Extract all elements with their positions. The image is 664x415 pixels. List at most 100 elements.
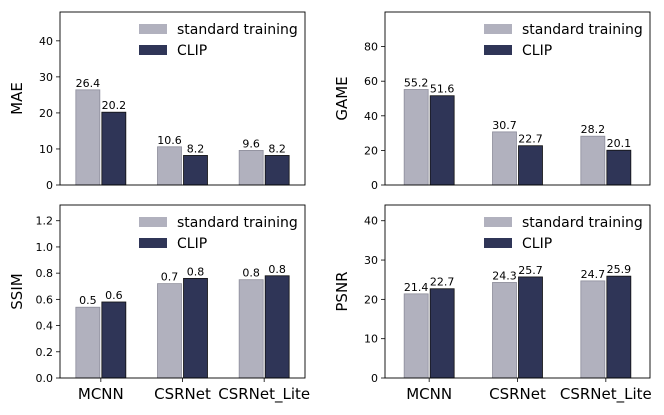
y-tick-label: 10 bbox=[364, 333, 378, 346]
chart-panel-mae: 0 10 20 30 40 MAE 26.420.2 10.6 8.2 9.6 8.2 standar… bbox=[8, 11, 306, 192]
bar-value-label: 51.6 bbox=[430, 83, 455, 96]
bar-value-label: 24.3 bbox=[492, 269, 517, 282]
legend-swatch-clip bbox=[139, 45, 167, 55]
plot-frame bbox=[384, 11, 651, 186]
bar-value-label: 22.7 bbox=[518, 133, 543, 146]
legend-swatch-standard bbox=[484, 24, 512, 34]
bar-value-label: 21.4 bbox=[404, 281, 429, 294]
bar-standard-csrnet bbox=[157, 146, 182, 186]
bar-standard-csrnet_lite bbox=[580, 135, 606, 186]
y-tick-label: 40 bbox=[39, 35, 53, 48]
bar-value-label: 28.2 bbox=[581, 123, 606, 136]
y-tick-label: 40 bbox=[364, 110, 378, 123]
y-tick-label: 80 bbox=[364, 41, 378, 54]
y-tick-label: 1.0 bbox=[36, 241, 54, 254]
legend-label: CLIP bbox=[177, 43, 207, 59]
x-category-label: CSRNet_Lite bbox=[218, 385, 310, 404]
y-axis-label: SSIM bbox=[8, 273, 26, 309]
bar-value-label: 0.8 bbox=[242, 267, 260, 280]
legend-label: standard training bbox=[522, 215, 643, 231]
bar-value-label: 0.7 bbox=[161, 271, 179, 284]
bar-clip-csrnet bbox=[183, 277, 208, 379]
y-tick-label: 10 bbox=[39, 143, 53, 156]
chart-panel-ssim: 0.0 0.2 0.4 0.6 0.8 1.0 1.2 SSIM 0.5 0.6 MCNN 0.7 0.… bbox=[8, 204, 310, 404]
bar-clip-csrnet_lite bbox=[264, 275, 290, 379]
bar-standard-mcnn bbox=[403, 293, 429, 379]
legend-swatch-standard bbox=[139, 24, 167, 34]
bar-clip-mcnn bbox=[101, 111, 127, 186]
bar-value-label: 22.7 bbox=[430, 276, 455, 289]
legend-swatch-standard bbox=[139, 217, 167, 227]
y-tick-label: 0 bbox=[371, 179, 378, 192]
bar-clip-csrnet bbox=[518, 276, 543, 379]
bar-standard-csrnet bbox=[492, 131, 517, 186]
bar-value-label: 8.2 bbox=[187, 142, 205, 155]
legend-swatch-clip bbox=[139, 238, 167, 248]
bar-value-label: 0.8 bbox=[268, 263, 286, 276]
y-tick-label: 20 bbox=[364, 144, 378, 157]
bar-value-label: 25.7 bbox=[518, 264, 543, 277]
plot-frame bbox=[59, 11, 306, 186]
x-category-label: CSRNet bbox=[154, 385, 211, 403]
y-axis-label: PSNR bbox=[333, 271, 351, 311]
bar-clip-csrnet_lite bbox=[606, 149, 632, 186]
bar-clip-csrnet bbox=[518, 145, 543, 186]
y-tick-label: 60 bbox=[364, 75, 378, 88]
bar-standard-csrnet bbox=[157, 283, 182, 379]
plot-frame bbox=[384, 204, 651, 379]
bar-value-label: 25.9 bbox=[607, 263, 632, 276]
bar-value-label: 0.8 bbox=[187, 265, 205, 278]
y-tick-label: 0.4 bbox=[36, 320, 54, 333]
bar-value-label: 30.7 bbox=[492, 119, 517, 132]
legend-label: CLIP bbox=[522, 43, 552, 59]
y-tick-label: 20 bbox=[39, 107, 53, 120]
x-category-label: MCNN bbox=[406, 385, 452, 403]
bar-value-label: 26.4 bbox=[76, 77, 101, 90]
chart-panel-psnr: 0 10 20 30 40 PSNR 21.4 22.7 MCNN 24.3 25.7 CSRNet 2… bbox=[333, 204, 652, 404]
legend-label: standard training bbox=[177, 22, 298, 38]
y-tick-label: 0.6 bbox=[36, 293, 54, 306]
bar-standard-mcnn bbox=[75, 306, 101, 379]
x-category-label: CSRNet bbox=[489, 385, 546, 403]
bar-value-label: 55.2 bbox=[404, 77, 429, 90]
y-axis-label: MAE bbox=[8, 82, 26, 115]
legend-swatch-clip bbox=[484, 45, 512, 55]
bar-value-label: 0.5 bbox=[79, 294, 97, 307]
y-tick-label: 0 bbox=[371, 372, 378, 385]
bar-clip-csrnet bbox=[183, 155, 208, 186]
bar-standard-mcnn bbox=[75, 89, 101, 186]
bar-value-label: 8.2 bbox=[268, 142, 286, 155]
bar-clip-csrnet_lite bbox=[606, 275, 632, 379]
bar-standard-csrnet_lite bbox=[580, 280, 606, 379]
legend-label: CLIP bbox=[522, 236, 552, 252]
bar-value-label: 24.7 bbox=[581, 268, 606, 281]
y-tick-label: 30 bbox=[364, 254, 378, 267]
y-tick-label: 0.2 bbox=[36, 346, 54, 359]
bar-clip-mcnn bbox=[429, 95, 455, 186]
y-tick-label: 40 bbox=[364, 215, 378, 228]
bar-value-label: 10.6 bbox=[157, 134, 182, 147]
bar-value-label: 9.6 bbox=[242, 137, 260, 150]
y-tick-label: 0.0 bbox=[36, 372, 54, 385]
chart-panel-game: 0 20 40 60 80 GAME 55.2 51.6 30.722.7 28.220.1 sta… bbox=[333, 11, 651, 192]
bar-clip-mcnn bbox=[101, 301, 127, 379]
x-category-label: CSRNet_Lite bbox=[560, 385, 652, 404]
legend-swatch-standard bbox=[484, 217, 512, 227]
bar-value-label: 20.2 bbox=[102, 99, 127, 112]
y-tick-label: 30 bbox=[39, 71, 53, 84]
bar-clip-csrnet_lite bbox=[264, 155, 290, 186]
legend-label: standard training bbox=[177, 215, 298, 231]
bar-value-label: 0.6 bbox=[105, 289, 123, 302]
bar-value-label: 20.1 bbox=[607, 137, 632, 150]
plot-frame bbox=[59, 204, 306, 379]
legend-label: CLIP bbox=[177, 236, 207, 252]
y-tick-label: 0 bbox=[46, 179, 53, 192]
y-tick-label: 1.2 bbox=[36, 215, 54, 228]
legend-swatch-clip bbox=[484, 238, 512, 248]
y-tick-label: 0.8 bbox=[36, 267, 54, 280]
legend-label: standard training bbox=[522, 22, 643, 38]
x-category-label: MCNN bbox=[78, 385, 124, 403]
bar-standard-csrnet bbox=[492, 282, 517, 379]
bar-standard-csrnet_lite bbox=[238, 279, 264, 379]
bar-standard-mcnn bbox=[403, 89, 429, 186]
